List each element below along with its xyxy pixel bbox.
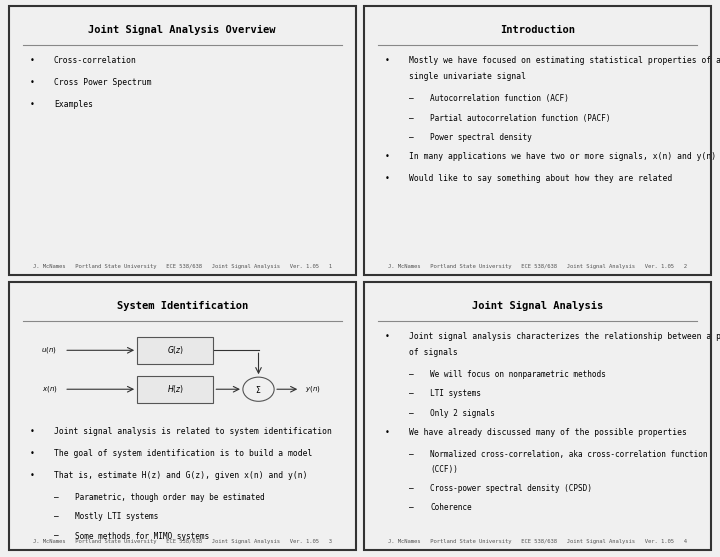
Text: –: – (410, 133, 414, 142)
Text: •: • (30, 449, 35, 458)
Text: –: – (410, 114, 414, 123)
Text: –: – (410, 450, 414, 459)
Text: Would like to say something about how they are related: Would like to say something about how th… (410, 174, 672, 183)
Text: Autocorrelation function (ACF): Autocorrelation function (ACF) (431, 94, 569, 103)
Text: single univariate signal: single univariate signal (410, 72, 526, 81)
Text: Some methods for MIMO systems: Some methods for MIMO systems (75, 531, 209, 540)
Text: –: – (410, 389, 414, 398)
Text: Examples: Examples (54, 100, 93, 109)
Text: Only 2 signals: Only 2 signals (431, 409, 495, 418)
Text: We will focus on nonparametric methods: We will focus on nonparametric methods (431, 370, 606, 379)
Text: •: • (30, 100, 35, 109)
Text: •: • (30, 56, 35, 65)
Text: $\Sigma$: $\Sigma$ (256, 384, 261, 395)
Text: •: • (385, 152, 390, 162)
Text: Coherence: Coherence (431, 503, 472, 512)
Text: We have already discussed many of the possible properties: We have already discussed many of the po… (410, 428, 688, 437)
Text: Parametric, though order may be estimated: Parametric, though order may be estimate… (75, 493, 264, 502)
Text: –: – (410, 370, 414, 379)
Text: •: • (385, 331, 390, 340)
Text: (CCF)): (CCF)) (431, 465, 458, 473)
Text: –: – (410, 484, 414, 493)
Text: Cross-correlation: Cross-correlation (54, 56, 137, 65)
Text: Introduction: Introduction (500, 25, 575, 35)
Text: LTI systems: LTI systems (431, 389, 481, 398)
Text: Normalized cross-correlation, aka cross-correlation function: Normalized cross-correlation, aka cross-… (431, 450, 708, 459)
FancyBboxPatch shape (137, 376, 213, 403)
Text: $u(n)$: $u(n)$ (42, 345, 57, 355)
Text: Cross-power spectral density (CPSD): Cross-power spectral density (CPSD) (431, 484, 592, 493)
Text: J. McNames   Portland State University   ECE 538/638   Joint Signal Analysis   V: J. McNames Portland State University ECE… (388, 539, 688, 544)
Text: •: • (30, 78, 35, 87)
Text: Joint signal analysis is related to system identification: Joint signal analysis is related to syst… (54, 427, 332, 436)
Text: –: – (54, 512, 58, 521)
Text: That is, estimate H(z) and G(z), given x(n) and y(n): That is, estimate H(z) and G(z), given x… (54, 471, 307, 480)
Text: $H(z)$: $H(z)$ (167, 383, 184, 395)
Text: $G(z)$: $G(z)$ (166, 344, 184, 356)
Text: –: – (54, 493, 58, 502)
Text: Joint Signal Analysis Overview: Joint Signal Analysis Overview (89, 25, 276, 35)
Text: System Identification: System Identification (117, 301, 248, 311)
Text: Joint Signal Analysis: Joint Signal Analysis (472, 301, 603, 311)
Text: –: – (410, 94, 414, 103)
Text: J. McNames   Portland State University   ECE 538/638   Joint Signal Analysis   V: J. McNames Portland State University ECE… (32, 539, 332, 544)
Text: •: • (30, 471, 35, 480)
Text: •: • (385, 56, 390, 65)
Text: J. McNames   Portland State University   ECE 538/638   Joint Signal Analysis   V: J. McNames Portland State University ECE… (388, 263, 688, 268)
Text: Power spectral density: Power spectral density (431, 133, 532, 142)
Text: •: • (385, 174, 390, 183)
Text: –: – (410, 409, 414, 418)
Text: of signals: of signals (410, 348, 458, 357)
Text: $x(n)$: $x(n)$ (42, 384, 57, 394)
Text: $y(n)$: $y(n)$ (305, 384, 321, 394)
Text: In many applications we have two or more signals, x(n) and y(n): In many applications we have two or more… (410, 152, 716, 162)
Text: –: – (410, 503, 414, 512)
Text: Joint signal analysis characterizes the relationship between a pair: Joint signal analysis characterizes the … (410, 331, 720, 340)
Text: Mostly LTI systems: Mostly LTI systems (75, 512, 158, 521)
Text: Partial autocorrelation function (PACF): Partial autocorrelation function (PACF) (431, 114, 611, 123)
Text: Mostly we have focused on estimating statistical properties of a: Mostly we have focused on estimating sta… (410, 56, 720, 65)
FancyBboxPatch shape (137, 337, 213, 364)
Text: •: • (385, 428, 390, 437)
Text: The goal of system identification is to build a model: The goal of system identification is to … (54, 449, 312, 458)
Text: J. McNames   Portland State University   ECE 538/638   Joint Signal Analysis   V: J. McNames Portland State University ECE… (32, 263, 332, 268)
Text: •: • (30, 427, 35, 436)
Text: Cross Power Spectrum: Cross Power Spectrum (54, 78, 151, 87)
Text: –: – (54, 531, 58, 540)
